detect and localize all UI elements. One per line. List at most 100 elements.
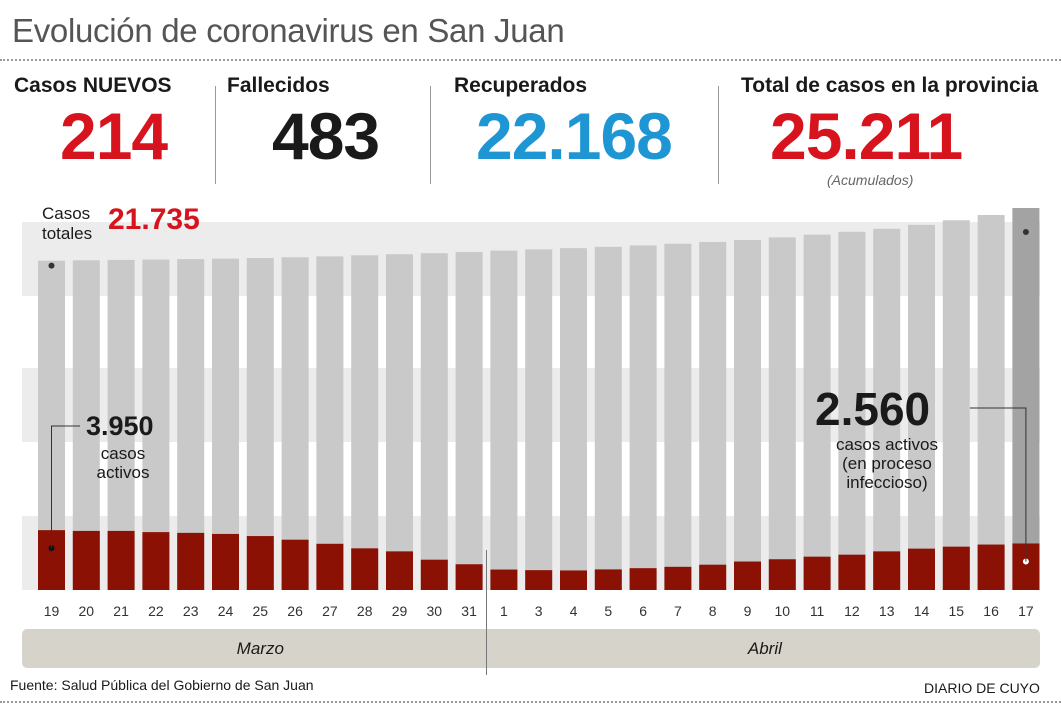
x-tick-label: 30 — [427, 603, 443, 619]
total-bar — [977, 214, 1005, 591]
x-tick-label: 19 — [44, 603, 60, 619]
active-bar — [142, 532, 170, 590]
active-bar — [525, 570, 553, 590]
active-bar — [281, 539, 309, 590]
total-bar — [316, 256, 344, 590]
total-bar — [873, 228, 901, 590]
end-active-label: casos activos (en proceso infeccioso) — [812, 435, 962, 492]
brand-credit: DIARIO DE CUYO — [924, 680, 1040, 696]
x-tick-label: 22 — [148, 603, 164, 619]
x-tick-label: 28 — [357, 603, 373, 619]
active-bar — [420, 559, 448, 590]
x-tick-label: 13 — [879, 603, 895, 619]
bottom-divider — [0, 701, 1061, 703]
annotation-leaders — [48, 229, 1029, 565]
x-tick-label: 3 — [535, 603, 543, 619]
chart-title: Evolución de coronavirus en San Juan — [12, 12, 565, 49]
active-bar — [977, 544, 1005, 590]
total-bar — [246, 258, 274, 590]
active-bar — [942, 546, 970, 590]
active-bar — [316, 543, 344, 590]
active-bars — [38, 530, 1040, 590]
casos-totales-label-line1: Casos — [42, 204, 91, 223]
x-tick-label: 26 — [287, 603, 303, 619]
active-bar — [629, 568, 657, 590]
total-bar — [420, 253, 448, 590]
stat-fallecidos-value: 483 — [272, 99, 380, 173]
total-bar — [594, 246, 622, 590]
active-bar — [490, 569, 518, 590]
x-tick-label: 5 — [604, 603, 612, 619]
source-note: Fuente: Salud Pública del Gobierno de Sa… — [10, 677, 314, 693]
x-tick-label: 15 — [949, 603, 965, 619]
active-bar — [803, 556, 831, 590]
total-bar — [803, 234, 831, 591]
total-bar — [351, 255, 379, 591]
x-tick-label: 6 — [639, 603, 647, 619]
casos-totales-value: 21.735 — [108, 203, 200, 236]
active-bar — [873, 551, 901, 590]
active-bar — [768, 559, 796, 590]
start-active-label: casos activos — [92, 444, 154, 482]
start-active-label-line2: activos — [96, 463, 150, 482]
start-active-label-line1: casos — [100, 444, 146, 463]
x-tick-label: 1 — [500, 603, 508, 619]
active-bar — [72, 530, 100, 590]
x-tick-label: 12 — [844, 603, 860, 619]
active-bar — [664, 566, 692, 590]
x-tick-label: 24 — [218, 603, 234, 619]
x-tick-label: 25 — [253, 603, 269, 619]
active-bar — [455, 564, 483, 590]
total-bar — [629, 245, 657, 591]
month-label: Abril — [747, 639, 783, 658]
marker-dot — [48, 262, 55, 269]
month-band: Marzo Abril — [22, 550, 1040, 675]
x-tick-label: 14 — [914, 603, 930, 619]
x-tick-label: 20 — [79, 603, 95, 619]
total-bar — [699, 241, 727, 591]
x-tick-label: 23 — [183, 603, 199, 619]
total-bar — [490, 250, 518, 591]
active-bar — [838, 554, 866, 590]
month-band-bg — [22, 629, 1040, 668]
x-tick-label: 16 — [983, 603, 999, 619]
total-bar — [455, 251, 483, 590]
stat-total-note: (Acumulados) — [827, 172, 914, 188]
active-bar — [699, 564, 727, 590]
total-bar — [908, 224, 935, 591]
total-bar — [560, 248, 587, 590]
x-tick-label: 17 — [1018, 603, 1034, 619]
active-bar — [594, 569, 622, 590]
leader-line — [970, 407, 1027, 562]
x-tick-label: 27 — [322, 603, 338, 619]
casos-totales-label: Casos totales — [42, 204, 92, 244]
title-divider — [0, 59, 1061, 61]
x-tick-label: 31 — [461, 603, 477, 619]
stat-total-value: 25.211 — [770, 99, 963, 173]
x-tick-label: 4 — [570, 603, 578, 619]
end-active-label-line2: (en proceso — [842, 454, 932, 473]
end-active-value: 2.560 — [815, 383, 931, 435]
stat-recuperados-value: 22.168 — [476, 99, 673, 173]
total-bar — [734, 239, 761, 590]
end-active-label-line1: casos activos — [835, 435, 939, 454]
x-tick-label: 11 — [810, 603, 825, 619]
total-bar — [664, 243, 692, 590]
total-bar — [942, 220, 970, 590]
total-bar — [768, 237, 796, 590]
active-bar — [386, 551, 413, 590]
casos-totales-label-line2: totales — [42, 224, 93, 243]
active-bar — [246, 536, 274, 590]
active-bar — [107, 530, 135, 590]
stat-total-label: Total de casos en la provincia — [741, 74, 1039, 97]
stat-separator — [718, 86, 719, 184]
stat-fallecidos-label: Fallecidos — [227, 74, 330, 97]
end-active-label-line3: infeccioso) — [846, 473, 928, 492]
active-bar — [908, 548, 935, 590]
x-tick-label: 8 — [709, 603, 717, 619]
total-bar — [386, 254, 413, 590]
total-bar — [281, 257, 309, 590]
stat-nuevos-label: Casos NUEVOS — [14, 74, 172, 97]
start-active-value: 3.950 — [86, 411, 154, 441]
